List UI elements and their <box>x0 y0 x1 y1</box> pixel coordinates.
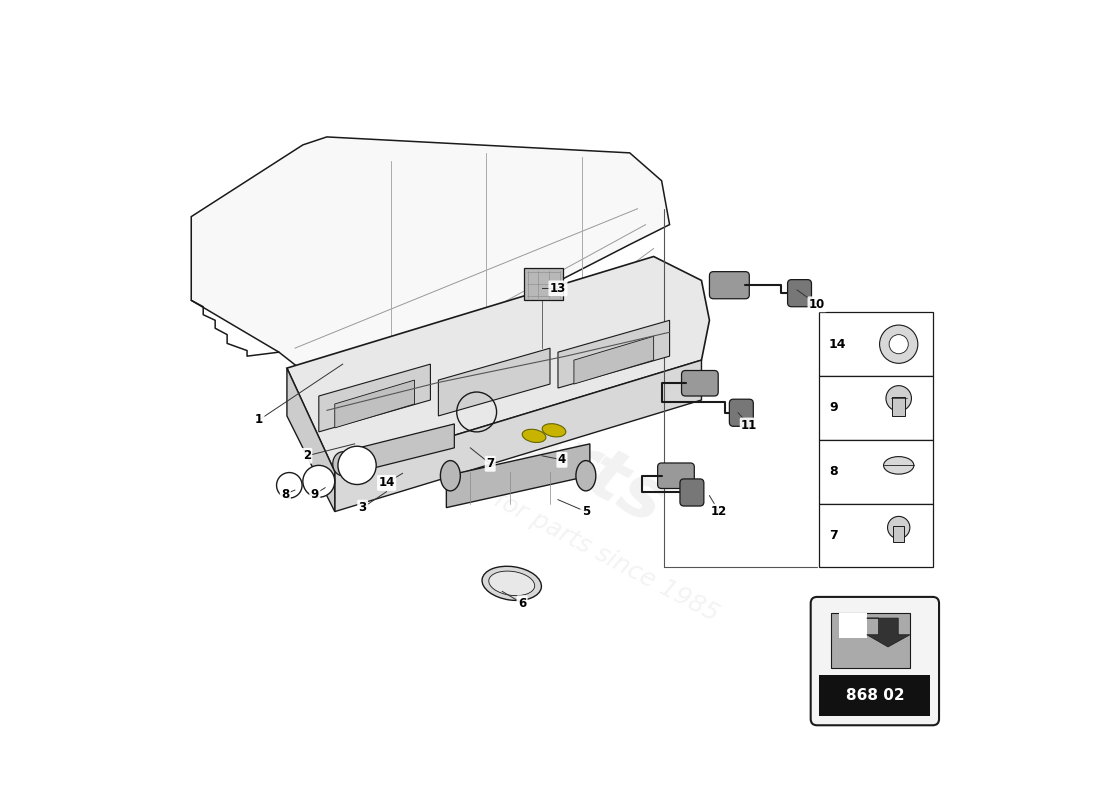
Circle shape <box>276 473 303 498</box>
Bar <box>893 526 904 542</box>
Circle shape <box>302 466 334 498</box>
Text: 868 02: 868 02 <box>846 688 904 703</box>
Text: euroParts: euroParts <box>295 293 678 539</box>
Polygon shape <box>839 613 867 638</box>
Ellipse shape <box>440 461 460 491</box>
Text: 14: 14 <box>378 477 395 490</box>
Text: 9: 9 <box>829 402 838 414</box>
Polygon shape <box>574 336 653 384</box>
Polygon shape <box>191 137 670 396</box>
FancyBboxPatch shape <box>710 272 749 298</box>
Circle shape <box>888 516 910 538</box>
Text: 8: 8 <box>829 466 838 478</box>
Circle shape <box>338 446 376 485</box>
FancyBboxPatch shape <box>682 370 718 396</box>
Text: 5: 5 <box>582 505 590 518</box>
Circle shape <box>889 334 909 354</box>
Circle shape <box>886 386 912 411</box>
Ellipse shape <box>522 430 546 442</box>
Text: 12: 12 <box>711 505 727 518</box>
Bar <box>892 397 905 416</box>
Polygon shape <box>343 424 454 476</box>
Bar <box>820 440 933 504</box>
Polygon shape <box>867 618 910 647</box>
Text: 1: 1 <box>255 414 263 426</box>
Ellipse shape <box>482 566 541 601</box>
Text: 6: 6 <box>518 597 526 610</box>
FancyBboxPatch shape <box>811 597 939 726</box>
Text: 9: 9 <box>310 487 319 501</box>
Bar <box>820 312 933 376</box>
Bar <box>820 376 933 440</box>
FancyBboxPatch shape <box>680 479 704 506</box>
Text: 11: 11 <box>741 419 758 432</box>
Text: 8: 8 <box>282 487 289 501</box>
Text: 7: 7 <box>829 529 838 542</box>
Bar <box>820 504 933 567</box>
Polygon shape <box>319 364 430 432</box>
Ellipse shape <box>333 452 353 476</box>
Text: 4: 4 <box>558 454 566 466</box>
Bar <box>820 675 931 717</box>
Text: 14: 14 <box>829 338 847 350</box>
Polygon shape <box>334 360 702 512</box>
Ellipse shape <box>542 424 565 437</box>
Polygon shape <box>447 444 590 508</box>
Text: a passion for parts since 1985: a passion for parts since 1985 <box>377 428 723 627</box>
Bar <box>525 269 563 300</box>
FancyBboxPatch shape <box>788 280 812 306</box>
Text: 10: 10 <box>808 298 825 311</box>
Text: 7: 7 <box>486 458 494 470</box>
FancyBboxPatch shape <box>729 399 754 426</box>
Polygon shape <box>558 320 670 388</box>
FancyBboxPatch shape <box>658 463 694 489</box>
Polygon shape <box>287 257 710 472</box>
Text: 2: 2 <box>302 450 311 462</box>
Text: 13: 13 <box>550 282 566 295</box>
Polygon shape <box>334 380 415 428</box>
Polygon shape <box>287 368 334 512</box>
Text: 3: 3 <box>359 501 366 514</box>
Polygon shape <box>439 348 550 416</box>
Bar <box>832 613 910 668</box>
Circle shape <box>880 325 917 363</box>
Ellipse shape <box>576 461 596 491</box>
Ellipse shape <box>883 457 914 474</box>
Ellipse shape <box>488 571 535 596</box>
